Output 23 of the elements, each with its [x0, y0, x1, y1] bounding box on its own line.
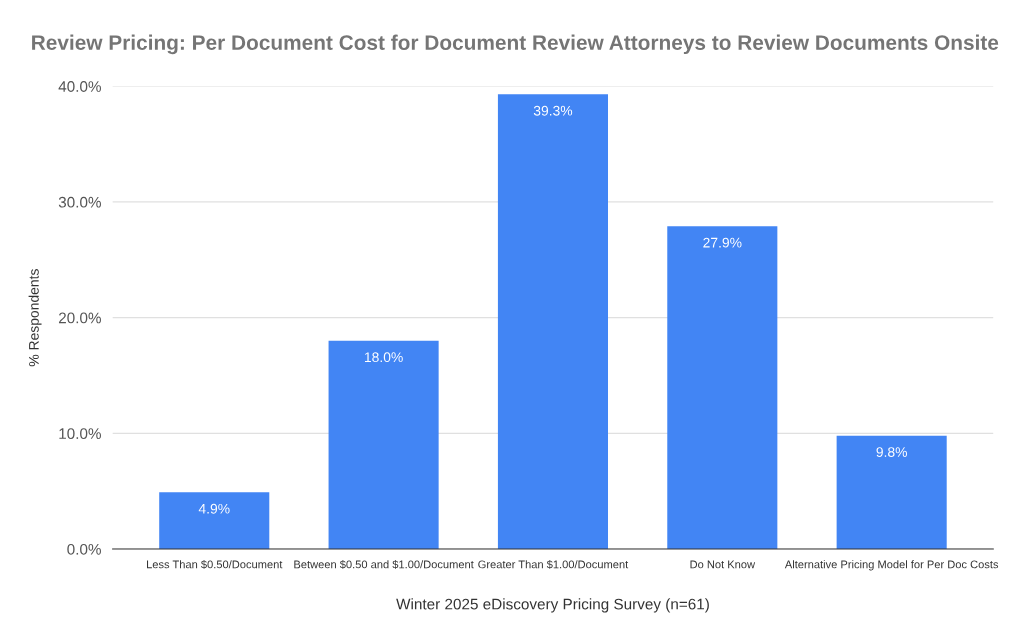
- y-tick-label: 10.0%: [59, 428, 101, 440]
- data-label: 18.0%: [364, 352, 403, 363]
- y-tick-label: 40.0%: [58, 81, 101, 92]
- x-tick-label: Less Than $0.50/Document: [147, 559, 283, 569]
- bar: [328, 340, 439, 550]
- data-label: 27.9%: [703, 237, 742, 248]
- bar: [497, 94, 608, 550]
- data-label: 4.9%: [198, 503, 230, 514]
- x-tick-label: Greater Than $1.00/Document: [478, 559, 629, 569]
- bar: [836, 435, 947, 550]
- x-tick-label: Between $0.50 and $1.00/Document: [294, 559, 474, 569]
- y-axis-title: % Respondents: [28, 269, 42, 367]
- y-tick-label: 30.0%: [58, 196, 101, 208]
- data-label: 9.8%: [876, 447, 907, 457]
- y-tick-label: 20.0%: [58, 312, 101, 324]
- y-tick-label: 0.0%: [67, 543, 101, 555]
- x-axis-title: Winter 2025 eDiscovery Pricing Survey (n=61): [396, 598, 709, 613]
- chart-title: Review Pricing: Per Document Cost for Document Review Attorneys to Review Documents Onsite: [32, 34, 999, 55]
- bar: [667, 226, 778, 550]
- data-label: 39.3%: [533, 105, 573, 116]
- bar: [159, 492, 270, 550]
- x-tick-label: Alternative Pricing Model for Per Doc Costs: [784, 560, 999, 571]
- x-tick-label: Do Not Know: [690, 560, 756, 569]
